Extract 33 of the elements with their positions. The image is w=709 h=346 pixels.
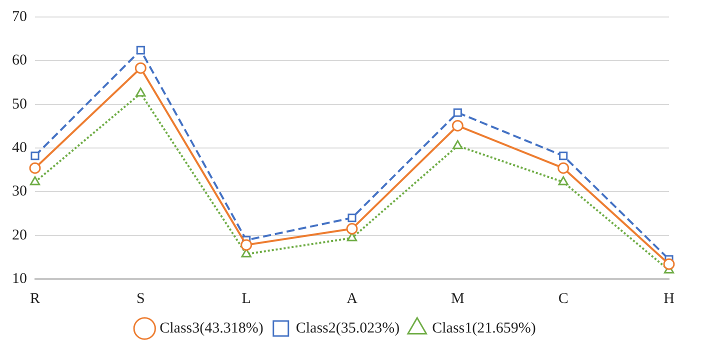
point bbox=[240, 239, 252, 251]
point bbox=[558, 176, 568, 186]
point bbox=[558, 162, 570, 174]
legend-label: Class2(35.023%) bbox=[296, 320, 400, 336]
point bbox=[30, 152, 40, 160]
point bbox=[452, 120, 464, 132]
point bbox=[134, 62, 146, 74]
legend-label: Class3(43.318%) bbox=[160, 320, 264, 336]
point bbox=[348, 214, 356, 222]
legend-label: Class1(21.659%) bbox=[432, 320, 536, 336]
point bbox=[452, 140, 463, 150]
point bbox=[30, 176, 40, 186]
y-tick-label: 70 bbox=[12, 8, 27, 25]
point bbox=[559, 152, 568, 160]
x-tick-label: A bbox=[346, 290, 358, 307]
y-tick-label: 20 bbox=[12, 227, 27, 244]
point bbox=[453, 108, 462, 117]
x-tick-label: S bbox=[136, 290, 145, 307]
point bbox=[136, 88, 146, 97]
x-tick-label: C bbox=[558, 290, 568, 307]
x-tick-label: L bbox=[242, 290, 251, 307]
point bbox=[663, 258, 675, 270]
y-tick-label: 40 bbox=[12, 140, 27, 156]
y-tick-label: 30 bbox=[12, 184, 27, 200]
x-tick-label: R bbox=[30, 290, 40, 307]
point bbox=[29, 162, 41, 174]
y-tick-label: 10 bbox=[12, 270, 27, 287]
point bbox=[346, 223, 358, 235]
y-tick-label: 50 bbox=[12, 96, 27, 112]
point bbox=[136, 46, 145, 54]
x-tick-label: M bbox=[450, 290, 464, 307]
x-tick-label: H bbox=[664, 290, 675, 307]
y-tick-label: 60 bbox=[12, 52, 27, 69]
